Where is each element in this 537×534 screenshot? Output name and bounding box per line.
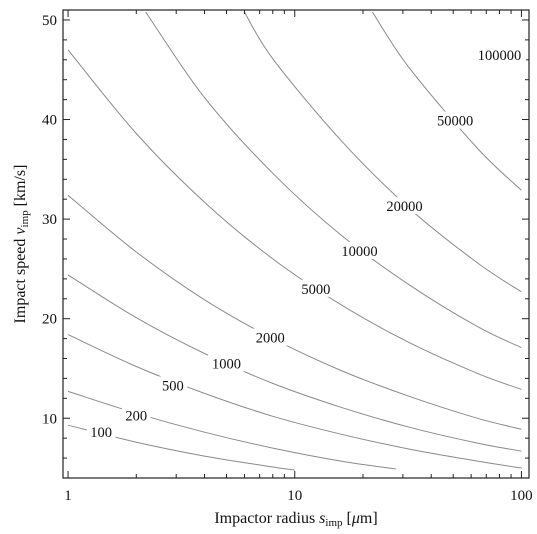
- contour-label-text: 100000: [478, 48, 522, 64]
- contour-label-bg: [432, 111, 478, 129]
- y-axis-label: Impact speed vimp [km/s]: [12, 165, 31, 324]
- contour-line-50000: [371, 11, 522, 191]
- contour-line-500: [67, 334, 522, 469]
- contour-label-text: 1000: [212, 356, 241, 372]
- contour-label-100: 100: [86, 423, 116, 441]
- contour-line-5000: [67, 49, 522, 390]
- contour-line-2000: [67, 194, 522, 430]
- plot-frame: [62, 9, 530, 479]
- y-tick-label: 10: [42, 411, 57, 427]
- contour-label-50000: 50000: [432, 111, 478, 130]
- contour-label-10000: 10000: [336, 241, 382, 260]
- contour-label-bg: [382, 197, 428, 215]
- contour-label-2000: 2000: [251, 328, 289, 347]
- contour-label-text: 5000: [301, 282, 330, 298]
- contour-label-20000: 20000: [382, 197, 428, 215]
- x-tick-label: 100: [510, 488, 533, 504]
- contour-label-text: 2000: [256, 331, 285, 347]
- contour-label-bg: [297, 279, 335, 297]
- x-axis-label: Impactor radius simp [μm]: [214, 510, 377, 529]
- contour-label-text: 100: [90, 425, 112, 441]
- y-tick-label: 40: [42, 113, 57, 129]
- contour-label-bg: [336, 241, 382, 259]
- x-tick-label: 10: [287, 488, 302, 504]
- contour-label-bg: [472, 45, 527, 63]
- contour-label-bg: [158, 376, 188, 394]
- contour-label-text: 200: [125, 408, 147, 424]
- x-tick-label: 1: [64, 488, 72, 504]
- contour-label-200: 200: [121, 406, 151, 424]
- contour-label-bg: [251, 328, 289, 346]
- axis-ticks: [63, 10, 529, 479]
- contour-label-text: 10000: [341, 244, 377, 260]
- contour-labels: 100 200 500 1000 2000 5000 10000 20000 50000 1000…: [86, 45, 527, 441]
- contour-line-20000: [243, 11, 522, 293]
- contour-label-bg: [208, 354, 245, 372]
- contour-line-1000: [67, 274, 522, 452]
- contour-label-text: 50000: [437, 114, 473, 130]
- axis-tick-labels: 1 10 100 10 20 30 40 50: [42, 13, 533, 504]
- contour-label-bg: [121, 406, 151, 424]
- contour-label-1000: 1000: [208, 354, 245, 372]
- contour-label-100000: 100000: [472, 45, 527, 64]
- contour-label-text: 500: [162, 378, 184, 394]
- contour-line-10000: [145, 11, 522, 349]
- contour-lines: [67, 11, 522, 471]
- y-tick-label: 20: [42, 312, 57, 328]
- y-tick-label: 30: [42, 212, 57, 228]
- contour-label-bg: [86, 423, 116, 441]
- contour-label-5000: 5000: [297, 279, 335, 298]
- contour-label-text: 20000: [386, 199, 422, 215]
- y-tick-label: 50: [42, 13, 57, 29]
- contour-label-500: 500: [158, 376, 188, 394]
